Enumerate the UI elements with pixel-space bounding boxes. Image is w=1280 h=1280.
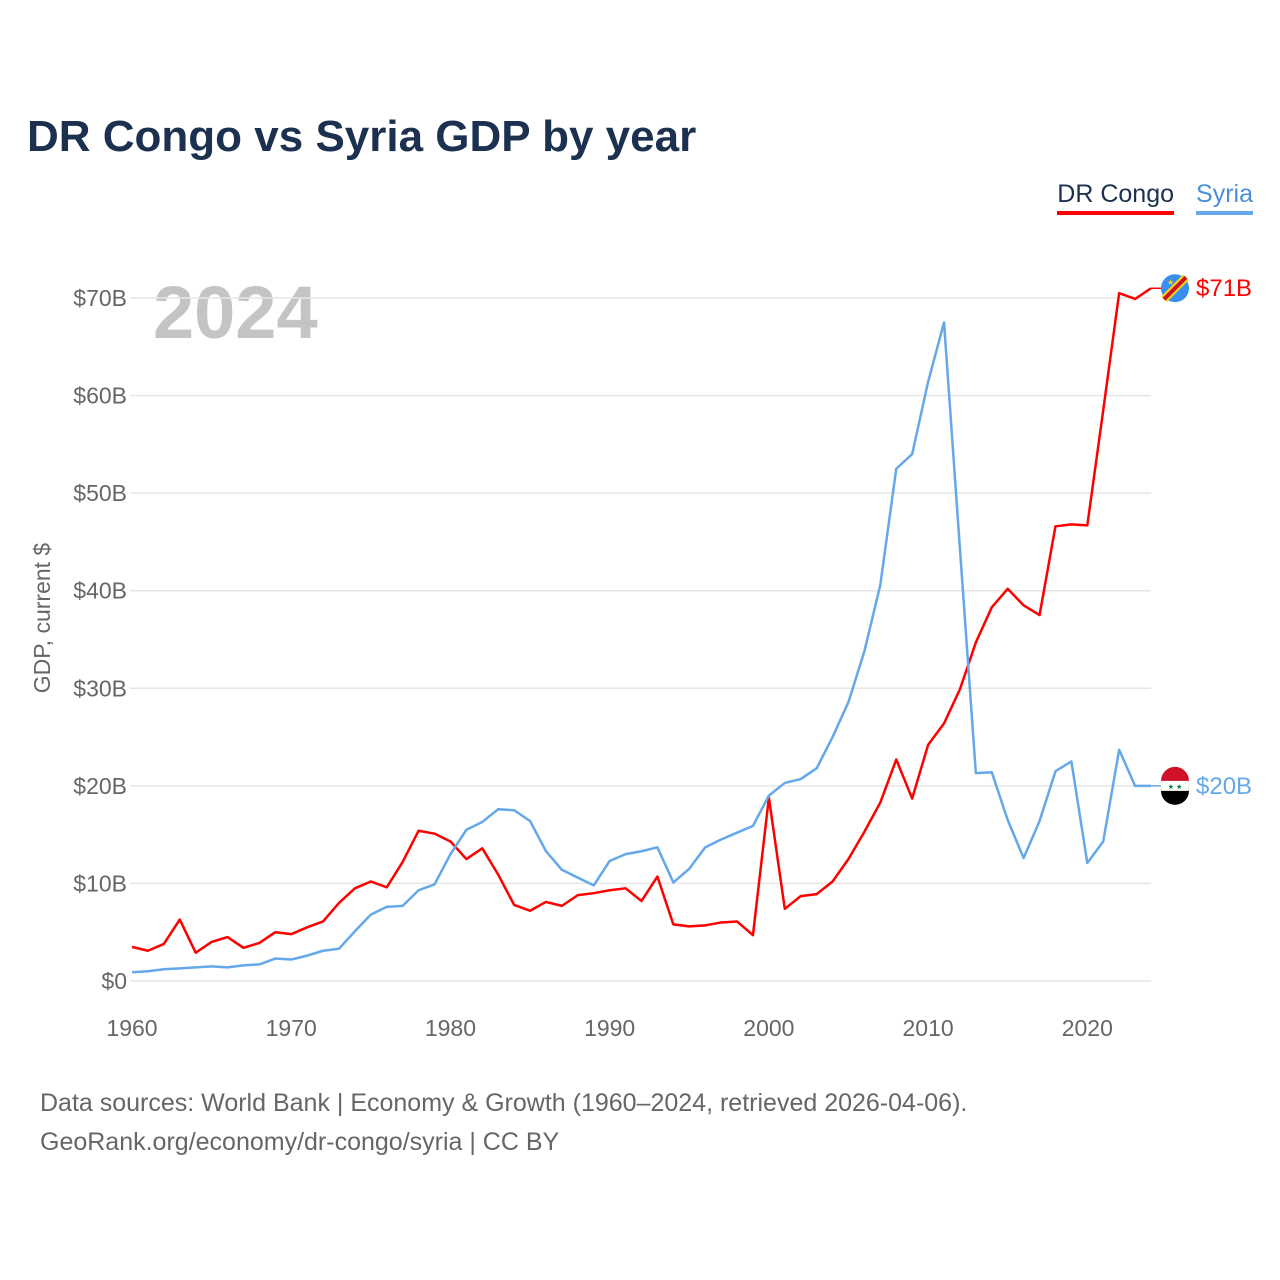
y-tick-label: $0 [101,968,127,994]
series-line-dr-congo [131,287,1152,954]
x-tick-label: 2010 [903,1015,954,1041]
flag-stripe [1161,766,1189,781]
flag-stripe [1162,275,1188,301]
y-tick-label: $70B [73,285,127,311]
year-watermark: 2024 [153,271,318,354]
series-line-syria [131,321,1151,974]
legend-item-syria[interactable]: Syria [1196,180,1253,215]
x-tick-label: 2020 [1062,1015,1113,1041]
y-tick-label: $20B [73,773,127,799]
source-line-1: Data sources: World Bank | Economy & Gro… [40,1089,968,1117]
chart-title: DR Congo vs Syria GDP by year [27,112,697,161]
y-tick-label: $50B [73,480,127,506]
source-note: Data sources: World Bank | Economy & Gro… [40,1084,967,1162]
y-tick-label: $10B [73,870,127,896]
flag-star: ★ ★ [1168,783,1183,791]
end-value-label: $71B [1196,275,1252,302]
y-axis-label: GDP, current $ [29,543,55,694]
x-tick-label: 1990 [584,1015,635,1041]
y-tick-label: $30B [73,675,127,701]
x-tick-label: 1970 [266,1015,317,1041]
y-tick-label: $60B [73,383,127,409]
x-tick-label: 1980 [425,1015,476,1041]
legend: DR Congo Syria [1057,180,1253,215]
source-line-2: GeoRank.org/economy/dr-congo/syria | CC … [40,1128,560,1156]
flag-stripe [1161,790,1189,805]
end-value-label: $20B [1196,773,1252,800]
y-tick-label: $40B [73,578,127,604]
x-tick-label: 2000 [743,1015,794,1041]
x-tick-label: 1960 [106,1015,157,1041]
flag-star: ★ [1167,278,1174,287]
legend-item-dr-congo[interactable]: DR Congo [1057,180,1175,215]
